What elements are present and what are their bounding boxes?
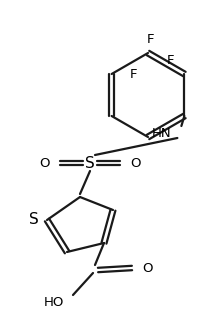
Text: O: O [40, 157, 50, 170]
Text: O: O [142, 262, 153, 275]
Text: HN: HN [152, 127, 171, 140]
Text: S: S [29, 213, 39, 227]
Text: S: S [85, 155, 95, 171]
Text: F: F [147, 33, 155, 46]
Text: F: F [130, 68, 137, 80]
Text: HO: HO [44, 297, 64, 309]
Text: F: F [167, 54, 174, 67]
Text: O: O [130, 157, 141, 170]
